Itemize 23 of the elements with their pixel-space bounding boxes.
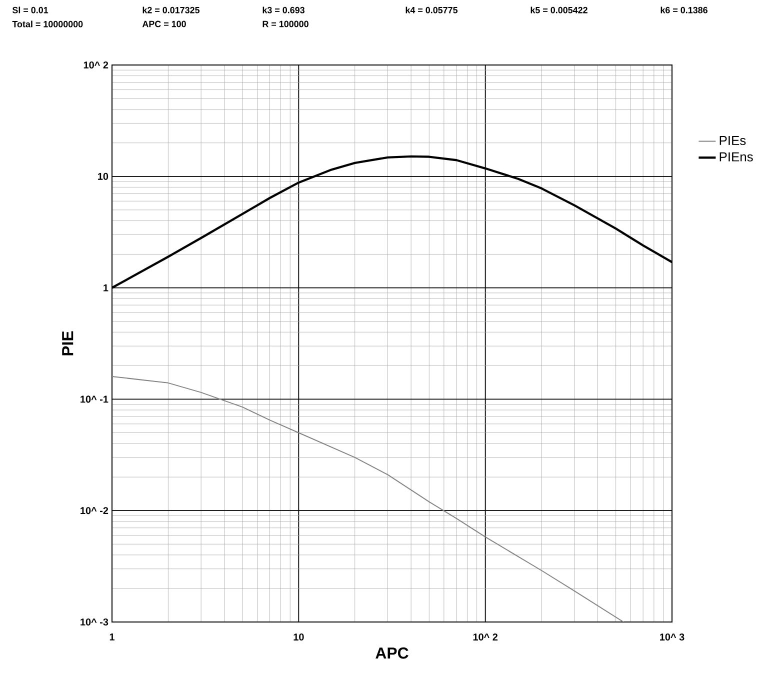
x-tick-label: 10^ 3 (660, 633, 684, 641)
text: k6 = 0.1386 (660, 6, 708, 14)
x-axis-title: APC (376, 647, 408, 659)
text: k2 = 0.017325 (142, 6, 200, 14)
legend-label: PIEns (720, 152, 753, 162)
y-axis-title: PIE (62, 331, 74, 356)
y-tick-label: 10^ -2 (80, 507, 108, 514)
y-tick-label: 10^ -3 (80, 618, 108, 626)
text: APC = 100 (142, 20, 186, 28)
text: Sl = 0.01 (12, 6, 48, 14)
text: R = 100000 (262, 20, 308, 28)
y-tick-label: 10^ -1 (80, 396, 108, 403)
text: k3 = 0.693 (262, 6, 304, 14)
text: Total = 10000000 (12, 20, 83, 28)
x-tick-label: 1 (110, 633, 114, 640)
y-tick-label: 1 (104, 284, 108, 292)
x-tick-label: 10 (294, 633, 304, 641)
legend-label: PIEs (720, 136, 746, 146)
text: k5 = 0.005422 (530, 6, 588, 14)
x-tick-label: 10^ 2 (473, 633, 498, 641)
y-tick-label: 10^ 2 (84, 61, 108, 69)
y-tick-label: 10 (98, 172, 108, 180)
text: k4 = 0.05775 (406, 6, 458, 14)
